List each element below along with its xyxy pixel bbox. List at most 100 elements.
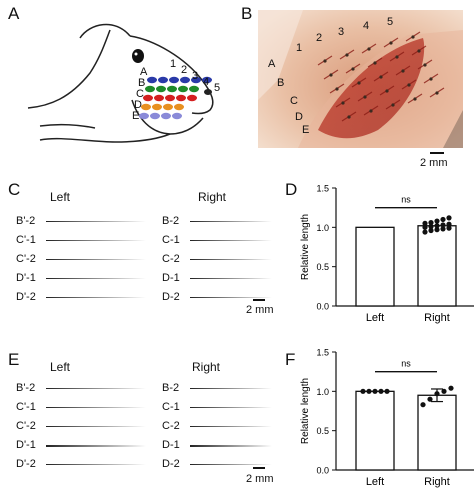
data-point	[360, 388, 366, 394]
photo-follicle	[401, 69, 405, 73]
whisker-label-right: B-2	[162, 215, 180, 227]
data-point	[448, 385, 454, 391]
panel-label-a: A	[8, 4, 20, 23]
data-point	[440, 226, 446, 232]
whisker-label-right: D-2	[162, 291, 180, 303]
panel-b-col-label: 5	[387, 16, 394, 28]
whisker-follicle-dot	[189, 85, 199, 93]
bar	[417, 394, 457, 471]
photo-follicle	[423, 63, 427, 67]
panel-a-col-label: 2	[181, 64, 188, 76]
photo-follicle	[341, 101, 345, 105]
data-point	[422, 229, 428, 235]
data-point	[384, 388, 390, 394]
panel-a-row-label: E	[132, 110, 140, 122]
whisker-label-right: D-1	[162, 272, 180, 284]
whisker-pad-photo	[258, 10, 463, 148]
whisker-right	[190, 278, 272, 280]
whisker-label-left: C'-2	[16, 420, 36, 432]
data-point	[446, 215, 452, 221]
bar	[417, 225, 457, 307]
y-tick-label: 0.0	[316, 302, 329, 312]
data-point	[446, 221, 452, 227]
whisker-right	[190, 297, 272, 299]
panel-a-col-label: 1	[170, 58, 177, 70]
data-point	[422, 224, 428, 230]
whisker-label-left: D'-1	[16, 272, 36, 284]
whisker-follicle-dot	[176, 94, 186, 102]
whisker-label-right: D-2	[162, 458, 180, 470]
panel-e-left-title: Left	[50, 360, 71, 374]
whisker-right	[190, 240, 272, 242]
whisker-label-left: C'-2	[16, 253, 36, 265]
photo-follicle	[363, 95, 367, 99]
photo-follicle	[395, 55, 399, 59]
data-point	[434, 227, 440, 233]
whisker-left	[46, 445, 146, 448]
y-tick-label: 0.0	[316, 466, 329, 476]
panel-b-scale-bar	[430, 152, 444, 154]
whisker-left	[46, 240, 146, 242]
panel-b-row-label: B	[277, 77, 285, 89]
whisker-label-right: B-2	[162, 382, 180, 394]
panel-a-row-label: B	[138, 77, 146, 89]
photo-follicle	[347, 115, 351, 119]
panel-c-right-title: Right	[198, 190, 227, 204]
photo-follicle	[417, 49, 421, 53]
panel-b-row-label: C	[290, 95, 298, 107]
photo-follicle	[389, 41, 393, 45]
whisker-right	[190, 426, 272, 428]
panel-label-e: E	[8, 350, 20, 369]
whisker-follicle-dot	[165, 94, 175, 102]
whisker-label-left: B'-2	[16, 382, 36, 394]
x-tick-label: Right	[424, 476, 450, 488]
panel-label-f: F	[285, 350, 296, 369]
panel-a-row-label: A	[140, 66, 148, 78]
photo-follicle	[367, 47, 371, 51]
photo-follicle	[345, 53, 349, 57]
whisker-left	[46, 407, 146, 409]
photo-follicle	[411, 35, 415, 39]
x-tick-label: Left	[366, 312, 384, 324]
data-point	[441, 388, 447, 394]
whisker-follicle-dot	[154, 94, 164, 102]
whisker-label-left: D'-2	[16, 291, 36, 303]
whisker-follicle-dot	[187, 94, 197, 102]
whisker-label-left: D'-2	[16, 458, 36, 470]
data-point	[434, 218, 440, 224]
panel-e-right-title: Right	[192, 360, 221, 374]
photo-follicle	[435, 91, 439, 95]
photo-follicle	[413, 97, 417, 101]
y-axis-label: Relative length	[300, 214, 311, 280]
panel-a-col-label: 3	[192, 70, 199, 82]
data-point	[420, 402, 426, 408]
whisker-follicle-dot	[141, 103, 151, 111]
whisker-follicle-dot	[191, 76, 201, 84]
whisker-follicle-dot	[143, 94, 153, 102]
y-tick-label: 1.5	[316, 184, 329, 194]
whisker-follicle-dot	[152, 103, 162, 111]
whisker-label-left: D'-1	[16, 439, 36, 451]
whisker-follicle-dot	[147, 76, 157, 84]
whisker-right	[190, 388, 272, 390]
panel-b-row-label: A	[268, 58, 276, 70]
photo-follicle	[329, 73, 333, 77]
chart-f: 0.0 0.5 1.0 1.5 Relative length Left Right ns	[300, 348, 474, 488]
data-point	[440, 216, 446, 223]
panel-c-scale-label: 2 mm	[246, 304, 274, 316]
whisker-left	[46, 259, 146, 261]
data-point	[428, 227, 434, 234]
whisker-left	[46, 464, 146, 466]
whisker-left	[46, 221, 146, 223]
data-point	[378, 388, 384, 394]
data-point	[434, 223, 440, 229]
photo-follicle	[351, 67, 355, 71]
whisker-follicle-dot	[163, 103, 173, 111]
panel-a-row-label: C	[136, 88, 144, 100]
data-point	[446, 225, 452, 231]
photo-follicle	[391, 103, 395, 107]
y-tick-label: 0.5	[316, 262, 329, 272]
whisker-right	[190, 464, 272, 466]
panel-e-scale-label: 2 mm	[246, 473, 274, 485]
whisker-right	[190, 221, 272, 223]
